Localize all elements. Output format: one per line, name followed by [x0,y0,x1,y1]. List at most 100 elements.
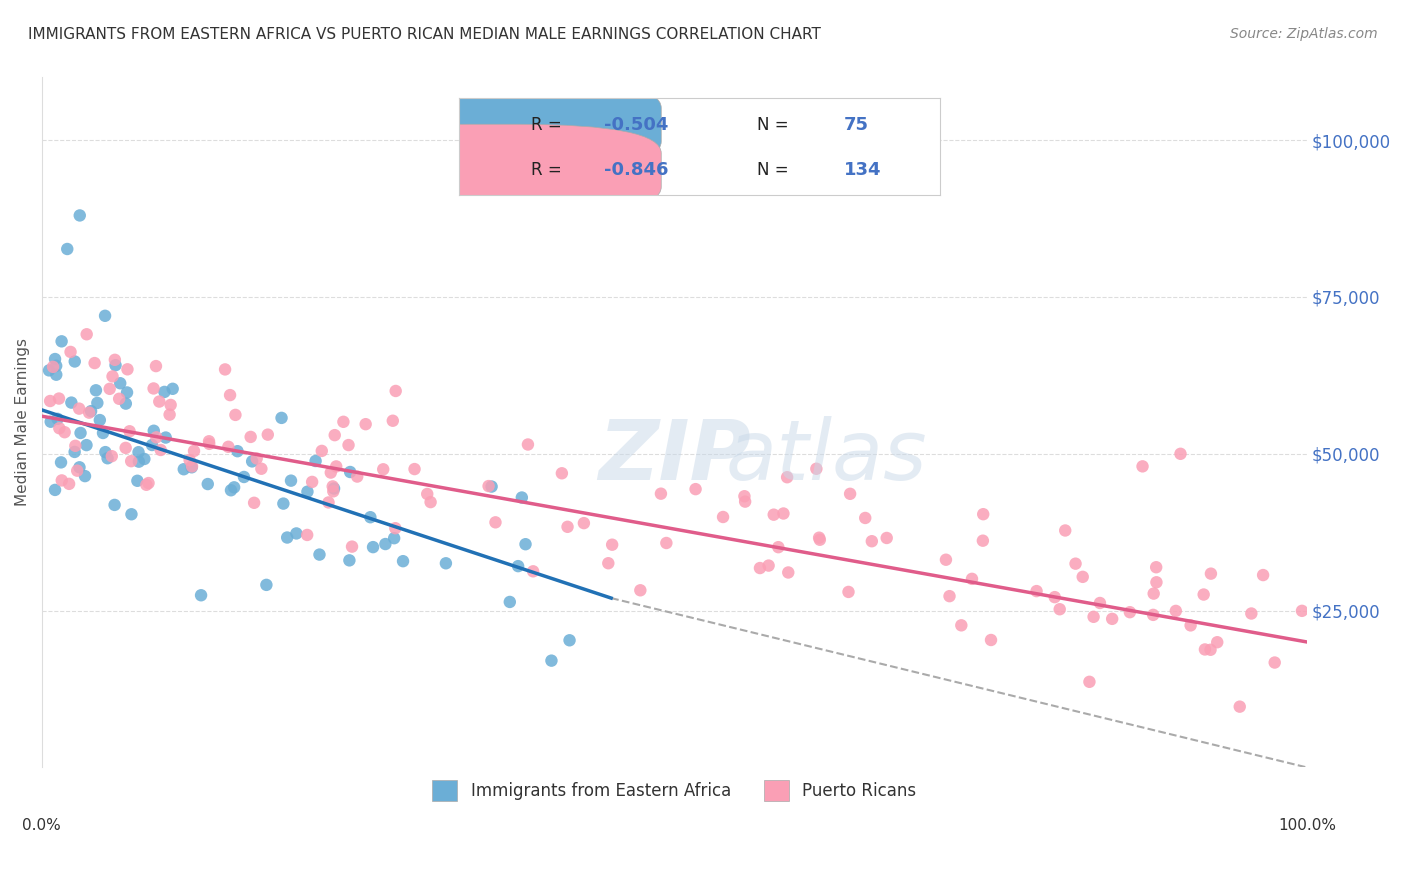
Point [806,462,828,476]
Point [285,526,308,541]
Text: ZIP: ZIP [598,417,751,498]
Point [149,442,172,457]
Point [980,632,1002,647]
Point [94,309,117,323]
Point [762,508,785,522]
Point [1119,605,1142,619]
Point [128,445,150,459]
Point [86,396,108,410]
Point [80,404,103,418]
Point [65,439,87,453]
Text: atlas: atlas [725,417,927,498]
Point [1064,557,1087,571]
Point [51,334,73,349]
Point [301,475,323,489]
Point [1144,560,1167,574]
Point [381,414,404,428]
Point [860,534,883,549]
Point [598,556,620,570]
Point [94,445,117,459]
Point [84,384,107,398]
Point [76,327,98,342]
Point [135,477,157,491]
Point [768,540,790,554]
Point [250,461,273,475]
Point [960,572,983,586]
Point [1180,618,1202,632]
Point [224,480,246,494]
Point [557,520,579,534]
Point [1132,459,1154,474]
Point [256,427,278,442]
Point [226,444,249,458]
Point [97,451,120,466]
Point [56,242,79,256]
Point [141,438,163,452]
Point [508,559,530,574]
Point [318,495,340,509]
Point [938,589,960,603]
Point [1264,656,1286,670]
Point [758,558,780,573]
Point [319,466,342,480]
Point [1043,590,1066,604]
Point [67,401,90,416]
Point [522,564,544,578]
Point [1146,575,1168,590]
Text: IMMIGRANTS FROM EASTERN AFRICA VS PUERTO RICAN MEDIAN MALE EARNINGS CORRELATION : IMMIGRANTS FROM EASTERN AFRICA VS PUERTO… [28,27,821,42]
Point [1101,612,1123,626]
Point [1088,596,1111,610]
Point [734,494,756,508]
Point [159,408,181,422]
Point [120,454,142,468]
Legend: Immigrants from Eastern Africa, Puerto Ricans: Immigrants from Eastern Africa, Puerto R… [426,773,924,807]
Point [416,487,439,501]
Point [224,408,246,422]
Point [159,398,181,412]
Point [323,428,346,442]
Point [308,548,330,562]
Point [1240,607,1263,621]
Point [114,396,136,410]
Point [876,531,898,545]
Point [51,474,73,488]
Point [39,394,62,409]
Y-axis label: Median Male Earnings: Median Male Earnings [15,338,30,507]
Point [778,566,800,580]
Point [214,362,236,376]
Point [83,356,105,370]
Point [1083,609,1105,624]
Point [66,464,89,478]
Point [246,451,269,466]
Point [510,491,533,505]
Point [134,452,156,467]
Point [49,455,72,469]
Point [655,536,678,550]
Point [337,438,360,452]
Point [118,424,141,438]
Point [1078,674,1101,689]
Point [63,445,86,459]
Point [239,430,262,444]
Point [419,495,441,509]
Point [776,470,799,484]
Point [73,469,96,483]
Point [384,384,406,398]
Point [295,528,318,542]
Point [240,454,263,468]
Point [110,376,132,391]
Point [104,352,127,367]
Point [551,467,574,481]
Point [628,583,651,598]
Point [359,510,381,524]
Text: 0.0%: 0.0% [22,818,62,832]
Point [76,438,98,452]
Point [322,479,344,493]
Point [254,578,277,592]
Point [650,486,672,500]
Point [53,425,76,440]
Point [46,412,69,426]
Point [1142,607,1164,622]
Point [382,531,405,545]
Point [1170,447,1192,461]
